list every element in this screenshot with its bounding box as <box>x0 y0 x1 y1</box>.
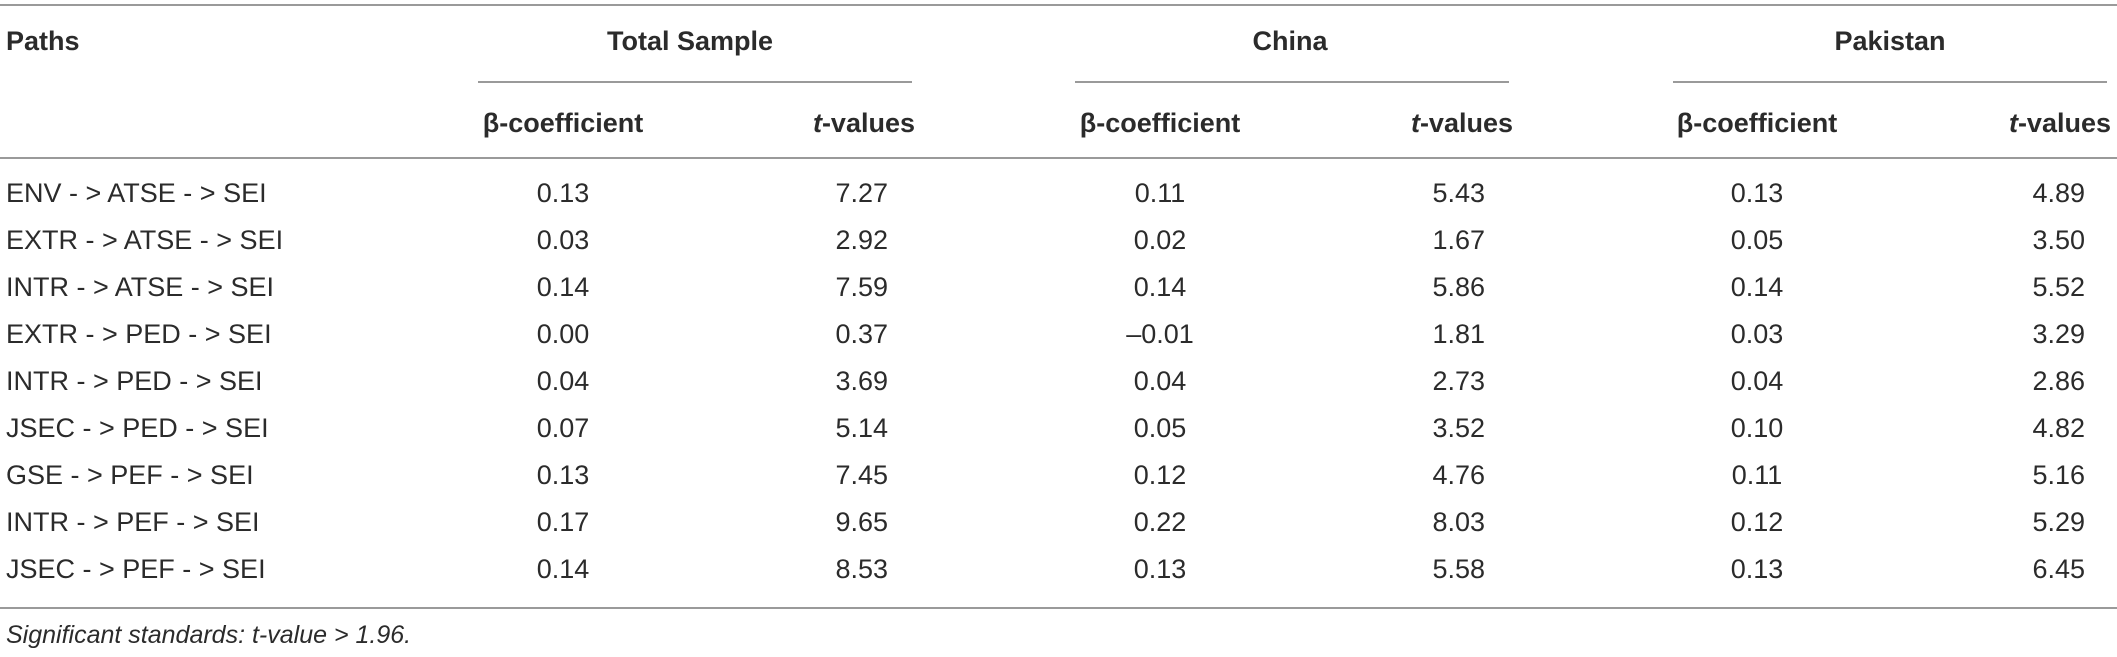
cell-t-pakistan: 3.29 <box>2032 319 2085 349</box>
footnote: Significant standards: t-value > 1.96. <box>6 621 412 649</box>
row-path-label: INTR - > PED - > SEI <box>6 366 263 396</box>
t-header-china: t-values <box>1410 108 1513 138</box>
cell-t-total: 0.37 <box>835 319 888 349</box>
cell-beta-china: 0.02 <box>1133 225 1187 255</box>
row-path-label: EXTR - > PED - > SEI <box>6 319 272 349</box>
top-rule <box>0 4 2117 6</box>
cell-beta-total: 0.07 <box>536 413 590 443</box>
row-path-label: INTR - > PEF - > SEI <box>6 507 260 537</box>
cell-t-china: 8.03 <box>1432 507 1485 537</box>
cell-beta-china: 0.05 <box>1133 413 1187 443</box>
cell-beta-pakistan: 0.13 <box>1730 554 1784 584</box>
cell-beta-china: 0.11 <box>1134 178 1186 208</box>
cell-beta-total: 0.13 <box>536 460 590 490</box>
row-path-label: ENV - > ATSE - > SEI <box>6 178 267 208</box>
bottom-rule <box>0 607 2117 609</box>
t-header-pakistan: t-values <box>2008 108 2111 138</box>
group-total-sample: Total Sample <box>606 26 774 56</box>
row-path-label: JSEC - > PEF - > SEI <box>6 554 266 584</box>
cell-beta-total: 0.03 <box>536 225 590 255</box>
row-path-label: JSEC - > PED - > SEI <box>6 413 269 443</box>
cell-beta-pakistan: 0.04 <box>1730 366 1784 396</box>
cell-t-china: 5.58 <box>1432 554 1485 584</box>
cell-t-pakistan: 5.29 <box>2032 507 2085 537</box>
cell-beta-total: 0.04 <box>536 366 590 396</box>
cell-beta-china: 0.14 <box>1133 272 1187 302</box>
cell-beta-total: 0.13 <box>536 178 590 208</box>
cell-t-china: 4.76 <box>1432 460 1485 490</box>
cell-t-total: 5.14 <box>835 413 888 443</box>
cell-beta-total: 0.14 <box>536 554 590 584</box>
cell-beta-china: 0.12 <box>1133 460 1187 490</box>
cell-beta-total: 0.00 <box>536 319 590 349</box>
row-path-label: EXTR - > ATSE - > SEI <box>6 225 284 255</box>
cell-t-pakistan: 4.82 <box>2032 413 2085 443</box>
beta-header-china: β-coefficient <box>1079 108 1241 138</box>
cell-t-pakistan: 3.50 <box>2032 225 2085 255</box>
cell-beta-china: –0.01 <box>1126 319 1194 349</box>
group-underline-china <box>1075 81 1509 83</box>
cell-t-total: 7.59 <box>835 272 888 302</box>
cell-beta-total: 0.14 <box>536 272 590 302</box>
paths-header: Paths <box>6 26 80 56</box>
cell-t-total: 3.69 <box>835 366 888 396</box>
row-path-label: INTR - > ATSE - > SEI <box>6 272 275 302</box>
cell-t-china: 5.86 <box>1432 272 1485 302</box>
cell-beta-total: 0.17 <box>536 507 590 537</box>
beta-header-pakistan: β-coefficient <box>1676 108 1838 138</box>
cell-t-total: 2.92 <box>835 225 888 255</box>
cell-beta-pakistan: 0.11 <box>1731 460 1783 490</box>
cell-t-total: 9.65 <box>835 507 888 537</box>
beta-header-total: β-coefficient <box>482 108 644 138</box>
cell-t-total: 7.45 <box>835 460 888 490</box>
row-path-label: GSE - > PEF - > SEI <box>6 460 254 490</box>
cell-beta-pakistan: 0.12 <box>1730 507 1784 537</box>
cell-t-china: 3.52 <box>1432 413 1485 443</box>
cell-t-pakistan: 2.86 <box>2032 366 2085 396</box>
cell-beta-pakistan: 0.03 <box>1730 319 1784 349</box>
group-china: China <box>1252 26 1328 56</box>
cell-beta-pakistan: 0.05 <box>1730 225 1784 255</box>
cell-t-china: 1.81 <box>1432 319 1485 349</box>
header-rule <box>0 157 2117 159</box>
cell-t-china: 5.43 <box>1432 178 1485 208</box>
group-underline-pakistan <box>1673 81 2107 83</box>
cell-beta-pakistan: 0.14 <box>1730 272 1784 302</box>
t-header-total: t-values <box>812 108 915 138</box>
cell-beta-china: 0.22 <box>1133 507 1187 537</box>
cell-t-total: 8.53 <box>835 554 888 584</box>
cell-t-total: 7.27 <box>835 178 888 208</box>
cell-t-china: 2.73 <box>1432 366 1485 396</box>
group-pakistan: Pakistan <box>1834 26 1946 56</box>
cell-t-pakistan: 4.89 <box>2032 178 2085 208</box>
group-underline-total <box>478 81 912 83</box>
cell-beta-pakistan: 0.13 <box>1730 178 1784 208</box>
cell-t-pakistan: 5.52 <box>2032 272 2085 302</box>
cell-t-china: 1.67 <box>1432 225 1485 255</box>
cell-beta-china: 0.04 <box>1133 366 1187 396</box>
cell-beta-china: 0.13 <box>1133 554 1187 584</box>
cell-t-pakistan: 6.45 <box>2032 554 2085 584</box>
cell-t-pakistan: 5.16 <box>2032 460 2085 490</box>
cell-beta-pakistan: 0.10 <box>1730 413 1784 443</box>
